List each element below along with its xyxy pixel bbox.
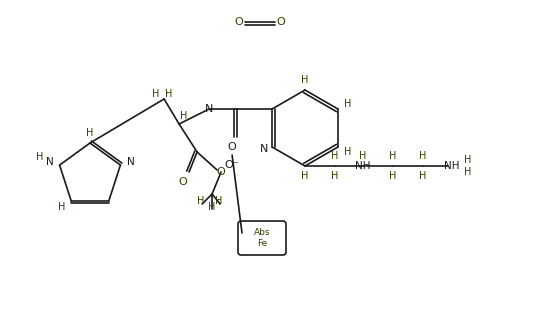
Text: H: H	[464, 155, 472, 165]
Text: H: H	[464, 167, 472, 177]
Text: O⁻: O⁻	[225, 160, 239, 170]
Text: H: H	[181, 111, 188, 121]
Text: NH: NH	[444, 161, 460, 171]
Text: N: N	[46, 157, 53, 167]
Text: H: H	[216, 196, 223, 206]
Text: N: N	[205, 104, 213, 114]
Text: H: H	[331, 151, 338, 161]
Text: H: H	[153, 89, 160, 99]
Text: H: H	[86, 128, 94, 138]
Text: H: H	[344, 147, 351, 157]
Text: H: H	[36, 152, 43, 162]
Text: H: H	[389, 171, 397, 181]
Text: O: O	[179, 177, 188, 187]
Text: H: H	[165, 89, 173, 99]
Text: H: H	[301, 171, 309, 181]
Text: H: H	[209, 202, 216, 212]
Text: H: H	[331, 171, 338, 181]
FancyBboxPatch shape	[238, 221, 286, 255]
Text: Abs
Fe: Abs Fe	[254, 228, 270, 248]
Text: NH: NH	[355, 161, 371, 171]
Text: H: H	[58, 202, 65, 212]
Text: O: O	[217, 167, 225, 177]
Text: H: H	[360, 151, 367, 161]
Text: O: O	[277, 17, 285, 27]
Text: H: H	[344, 99, 351, 109]
Text: H: H	[419, 151, 427, 161]
Text: N: N	[260, 144, 268, 154]
Text: O: O	[227, 142, 237, 152]
Text: H: H	[197, 196, 205, 206]
Text: O: O	[234, 17, 244, 27]
Text: N: N	[127, 157, 134, 167]
Text: H: H	[389, 151, 397, 161]
Text: H: H	[419, 171, 427, 181]
Text: H: H	[301, 75, 309, 85]
